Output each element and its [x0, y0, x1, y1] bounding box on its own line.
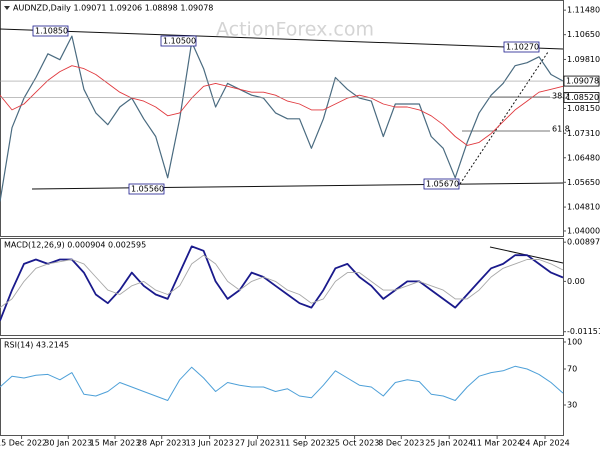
rsi-title: RSI(14) 43.2145: [4, 341, 69, 350]
series-line: [0, 65, 564, 146]
annotation-box: [160, 35, 197, 47]
macd-panel: [0, 238, 564, 336]
chart-title: AUDNZD,Daily 1.09071 1.09206 1.08898 1.0…: [13, 4, 213, 13]
price-label-box: [563, 75, 600, 87]
x-tick-label: 24 Apr 2024: [520, 439, 569, 448]
lower-trend: [31, 182, 564, 190]
y-tick-label: 1.04810: [567, 203, 600, 212]
macd-title: MACD(12,26,9) 0.000904 0.002595: [4, 241, 146, 250]
panel-frames: [0, 0, 564, 436]
annotation: 1.05670: [426, 180, 459, 189]
y-tick-label: 30: [567, 401, 577, 410]
menu-icon: [4, 6, 10, 10]
x-tick-label: 15 Dec 2022: [0, 439, 47, 448]
y-tick-label: 0.00: [567, 277, 585, 286]
annotation: 61.8: [552, 125, 570, 134]
annotation-box: [423, 178, 460, 190]
annotation-box: [503, 41, 540, 53]
y-tick-label: 1.10650: [567, 30, 600, 39]
x-tick-label: 25 Jan 2024: [425, 439, 473, 448]
y-tick-label: 1.07310: [567, 129, 600, 138]
x-tick-label: 11 Sep 2023: [280, 439, 331, 448]
x-tick-label: 8 Dec 2023: [378, 439, 424, 448]
annotation: 1.05560: [131, 185, 164, 194]
annotation-box: [32, 25, 69, 37]
y-tick-label: 1.05650: [567, 178, 600, 187]
y-tick-label: 1.06480: [567, 153, 600, 162]
annotation: 1.10270: [506, 43, 539, 52]
fib-lines: [462, 96, 550, 132]
y-tick-label: 1.04000: [567, 226, 600, 235]
y-tick-label: -0.011515: [567, 327, 600, 336]
series-line: [0, 35, 564, 202]
y-tick-label: 0.008971: [567, 238, 600, 247]
annotation: 38.2: [552, 92, 570, 101]
y-tick-label: 1.09810: [567, 55, 600, 64]
series-line: [0, 254, 564, 308]
x-tick-label: 15 Mar 2023: [90, 439, 141, 448]
price-panel: [0, 0, 564, 237]
x-tick-label: 13 Jun 2023: [186, 439, 234, 448]
rise-trend: [459, 51, 549, 185]
annotation: 1.10850: [35, 27, 68, 36]
y-tick-label: 1.11480: [567, 6, 600, 15]
annotation-box: [128, 183, 165, 195]
x-tick-label: 27 Jul 2023: [235, 439, 280, 448]
price-label: 1.08520: [566, 93, 599, 102]
annotation: 1.10500: [163, 37, 196, 46]
x-tick-label: 30 Jan 2023: [44, 439, 92, 448]
x-tick-label: 25 Oct 2023: [330, 439, 379, 448]
x-tick-label: 11 Mar 2024: [472, 439, 523, 448]
series-line: [0, 365, 564, 401]
price-label: 1.09078: [566, 77, 599, 86]
y-tick-label: 70: [567, 365, 577, 374]
upper-trend: [0, 28, 564, 50]
price-label-box: [563, 92, 600, 103]
x-tick-label: 28 Apr 2023: [137, 439, 186, 448]
series-line: [0, 245, 564, 322]
y-tick-label: 1.08150: [567, 104, 600, 113]
watermark: ActionForex.com: [216, 19, 374, 41]
y-tick-label: 100: [567, 338, 582, 347]
